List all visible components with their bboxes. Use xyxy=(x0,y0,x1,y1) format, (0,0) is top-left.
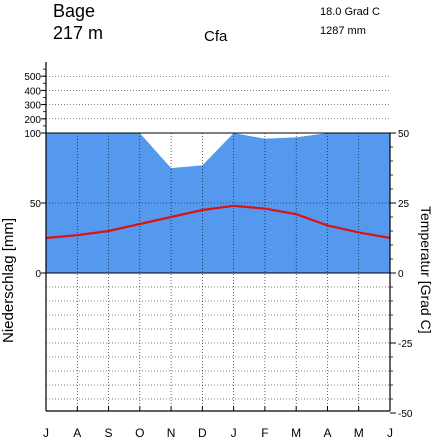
axes xyxy=(43,62,393,414)
precipitation-tick-label: 400 xyxy=(24,86,41,97)
precipitation-tick-label: 100 xyxy=(24,129,41,140)
plot-grid xyxy=(46,133,390,411)
month-label: D xyxy=(198,426,207,440)
mean-temperature: 18.0 Grad C xyxy=(320,6,380,18)
temperature-tick-label: 50 xyxy=(398,129,410,140)
precipitation-tick-label: 0 xyxy=(35,269,41,280)
precipitation-tick-label: 200 xyxy=(24,115,41,126)
month-label: J xyxy=(43,426,49,440)
month-label: J xyxy=(231,426,237,440)
month-label: J xyxy=(387,426,393,440)
annual-precipitation: 1287 mm xyxy=(320,25,366,37)
temperature-tick-label: -25 xyxy=(398,339,413,350)
temperature-tick-label: 25 xyxy=(398,199,410,210)
climate-class: Cfa xyxy=(204,28,228,45)
precipitation-tick-label: 500 xyxy=(24,72,41,83)
precipitation-axis-label: Niederschlag [mm] xyxy=(0,218,17,343)
dry-period-area xyxy=(46,133,390,168)
temperature-curve xyxy=(45,204,391,240)
temperature-tick-label: -50 xyxy=(398,409,413,420)
month-label: S xyxy=(105,426,113,440)
month-label: M xyxy=(291,426,301,440)
precipitation-tick-label: 50 xyxy=(30,199,42,210)
temperature-tick-labels: 50 25 0 -25 -50 xyxy=(390,129,413,420)
month-label: O xyxy=(135,426,144,440)
temperature-tick-label: 0 xyxy=(398,269,404,280)
temperature-axis-label: Temperatur [Grad C] xyxy=(418,206,433,334)
below-zero-grid xyxy=(46,75,390,400)
precipitation-tick-label: 300 xyxy=(24,101,41,112)
station-name: Bage xyxy=(53,1,95,21)
month-label: A xyxy=(73,426,81,440)
month-label: F xyxy=(261,426,268,440)
month-label: A xyxy=(323,426,331,440)
month-label: M xyxy=(354,426,364,440)
station-elevation: 217 m xyxy=(53,23,103,43)
month-label: N xyxy=(167,426,176,440)
